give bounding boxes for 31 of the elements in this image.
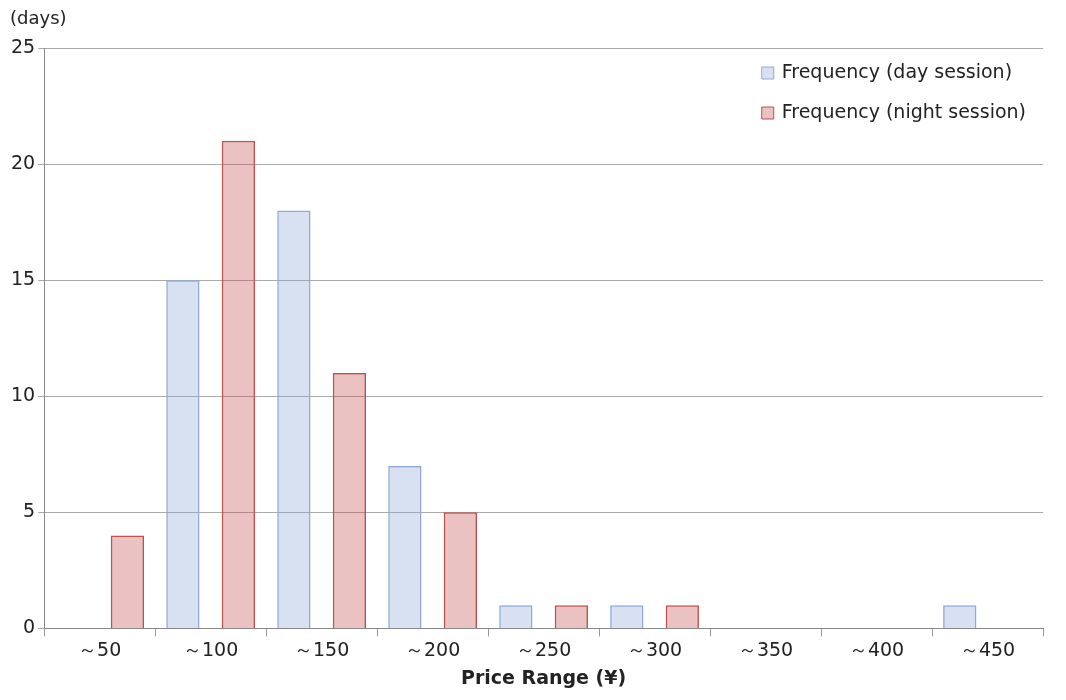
x-tick-label: ～350	[737, 637, 794, 660]
bar	[610, 605, 644, 628]
y-tick-label: 0	[23, 615, 36, 638]
y-tick-label: 5	[23, 499, 36, 522]
x-tick-label: ～400	[848, 637, 905, 660]
x-tick-label: ～300	[626, 637, 683, 660]
bar	[277, 210, 311, 628]
bar	[221, 140, 256, 628]
bar	[943, 605, 977, 628]
x-tick-label: ～450	[959, 637, 1016, 660]
x-tick-label: ～200	[404, 637, 461, 660]
x-axis-title: Price Range (¥)	[460, 665, 627, 688]
y-tick-label: 25	[10, 34, 36, 57]
bar	[332, 373, 367, 628]
legend-label: Frequency (night session)	[781, 99, 1026, 122]
bar	[499, 605, 533, 628]
x-tick-label: ～100	[183, 637, 239, 660]
bar	[388, 465, 422, 628]
y-tick-label: 20	[10, 151, 36, 174]
x-tick-label: ～250	[515, 637, 572, 660]
bar	[665, 605, 699, 628]
x-tick-label: ～150	[293, 637, 350, 660]
y-tick-label: 10	[10, 383, 36, 406]
bar	[166, 280, 200, 628]
y-tick-label: 15	[10, 267, 36, 290]
bar	[443, 512, 477, 628]
y-axis-title: (days)	[10, 6, 67, 28]
x-tick-label: ～50	[78, 637, 122, 660]
bar	[110, 535, 145, 628]
legend-label: Frequency (day session)	[781, 59, 1013, 82]
bar	[554, 605, 588, 628]
